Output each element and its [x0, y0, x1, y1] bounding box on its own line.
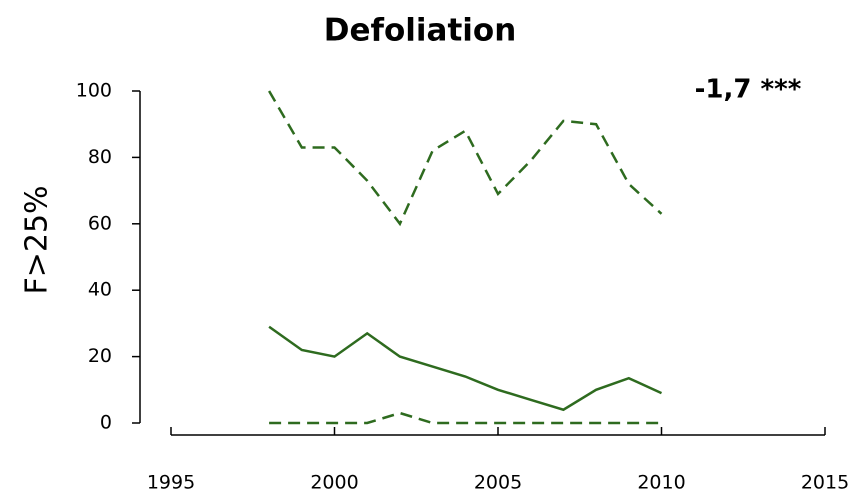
y-tick-label: 40 — [88, 279, 112, 301]
x-tick-label: 2015 — [801, 472, 849, 494]
y-tick-label: 100 — [76, 80, 112, 102]
y-tick-label: 20 — [88, 345, 112, 367]
y-axis-label: F>25% — [20, 185, 55, 294]
series-line — [269, 411, 662, 425]
x-tick-label: 1995 — [147, 472, 195, 494]
series-line — [268, 90, 663, 227]
x-tick-label: 2005 — [474, 472, 522, 494]
x-tick-label: 2000 — [310, 472, 358, 494]
chart-title: Defoliation — [324, 13, 517, 49]
series-line — [268, 325, 663, 412]
y-tick-label: 80 — [88, 146, 112, 168]
y-tick-label: 0 — [100, 412, 112, 434]
x-tick-label: 2010 — [637, 472, 685, 494]
annotation: -1,7 *** — [695, 75, 802, 105]
y-tick-label: 60 — [88, 212, 112, 234]
